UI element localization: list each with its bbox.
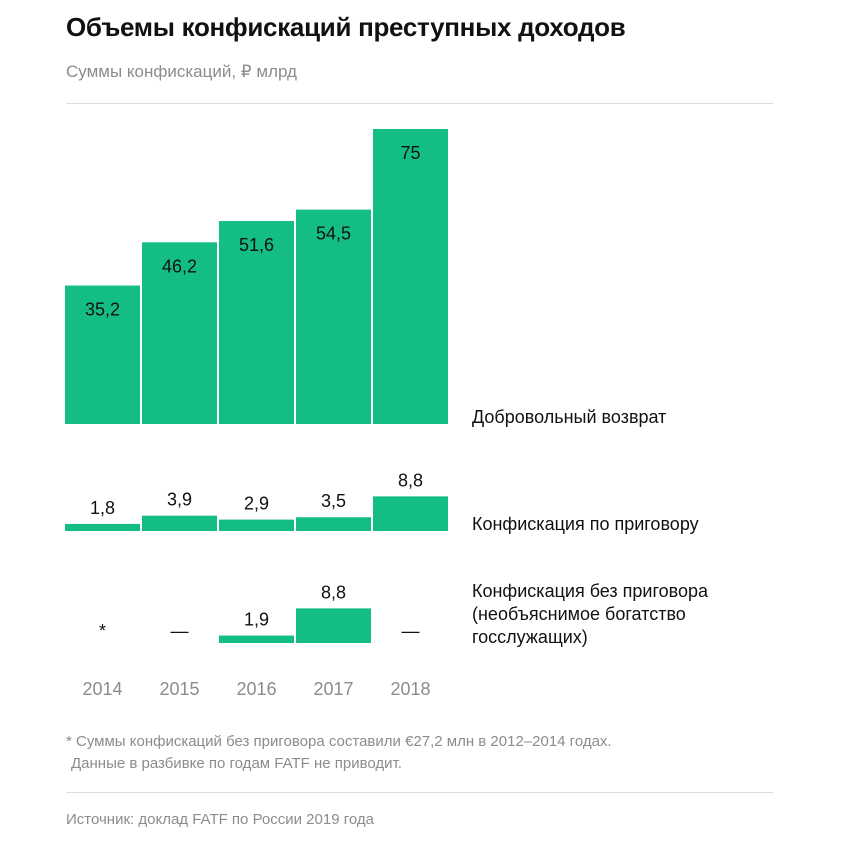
bottom-divider bbox=[66, 792, 773, 793]
bar-2018-panel-2 bbox=[373, 496, 448, 531]
bar-2017-panel-3 bbox=[296, 608, 371, 643]
bar-2018-panel-1 bbox=[373, 129, 448, 424]
value-label: 8,8 bbox=[398, 470, 423, 490]
series-label-line: Конфискация без приговора bbox=[472, 581, 709, 601]
footnote-line-2: Данные в разбивке по годам FATF не приво… bbox=[71, 755, 402, 772]
value-label: 3,5 bbox=[321, 491, 346, 511]
bar-2016-panel-3 bbox=[219, 635, 294, 643]
bar-2014-panel-1 bbox=[65, 285, 140, 424]
bar-2016-panel-2 bbox=[219, 519, 294, 531]
bar-2015-panel-1 bbox=[142, 242, 217, 424]
chart-subtitle: Суммы конфискаций, ₽ млрд bbox=[66, 62, 297, 81]
series-label-line: (необъяснимое богатство bbox=[472, 604, 686, 624]
x-tick-label: 2015 bbox=[159, 679, 199, 699]
value-label: 2,9 bbox=[244, 494, 269, 514]
value-label: 35,2 bbox=[85, 300, 120, 320]
bar-2015-panel-2 bbox=[142, 515, 217, 531]
chart-title: Объемы конфискаций преступных доходов bbox=[66, 12, 626, 42]
value-label: — bbox=[171, 621, 189, 641]
value-label: 51,6 bbox=[239, 235, 274, 255]
value-label: 1,9 bbox=[244, 610, 269, 630]
value-label: 1,8 bbox=[90, 498, 115, 518]
bar-2014-panel-2 bbox=[65, 523, 140, 531]
x-tick-label: 2017 bbox=[313, 679, 353, 699]
value-label: 8,8 bbox=[321, 582, 346, 602]
value-label: * bbox=[99, 621, 106, 641]
value-label: 3,9 bbox=[167, 490, 192, 510]
bar-2017-panel-2 bbox=[296, 517, 371, 531]
x-tick-label: 2014 bbox=[82, 679, 122, 699]
footnote: * Суммы конфискаций без приговора состав… bbox=[66, 731, 612, 775]
value-label: 75 bbox=[400, 143, 420, 163]
bar-2017-panel-1 bbox=[296, 209, 371, 424]
x-tick-label: 2018 bbox=[390, 679, 430, 699]
x-tick-label: 2016 bbox=[236, 679, 276, 699]
series-label: Конфискация по приговору bbox=[472, 514, 699, 534]
bar-chart: 35,2 46,2 51,6 54,5 75 Добровольный возврат 1,… bbox=[65, 129, 709, 699]
value-label: 46,2 bbox=[162, 256, 197, 276]
footnote-line-1: * Суммы конфискаций без приговора состав… bbox=[66, 733, 612, 750]
source-note: Источник: доклад FATF по России 2019 год… bbox=[66, 811, 374, 828]
series-label: Добровольный возврат bbox=[472, 407, 666, 427]
bar-2016-panel-1 bbox=[219, 221, 294, 424]
top-divider bbox=[66, 103, 773, 104]
series-label-line: госслужащих) bbox=[472, 627, 588, 647]
value-label: — bbox=[402, 621, 420, 641]
value-label: 54,5 bbox=[316, 224, 351, 244]
